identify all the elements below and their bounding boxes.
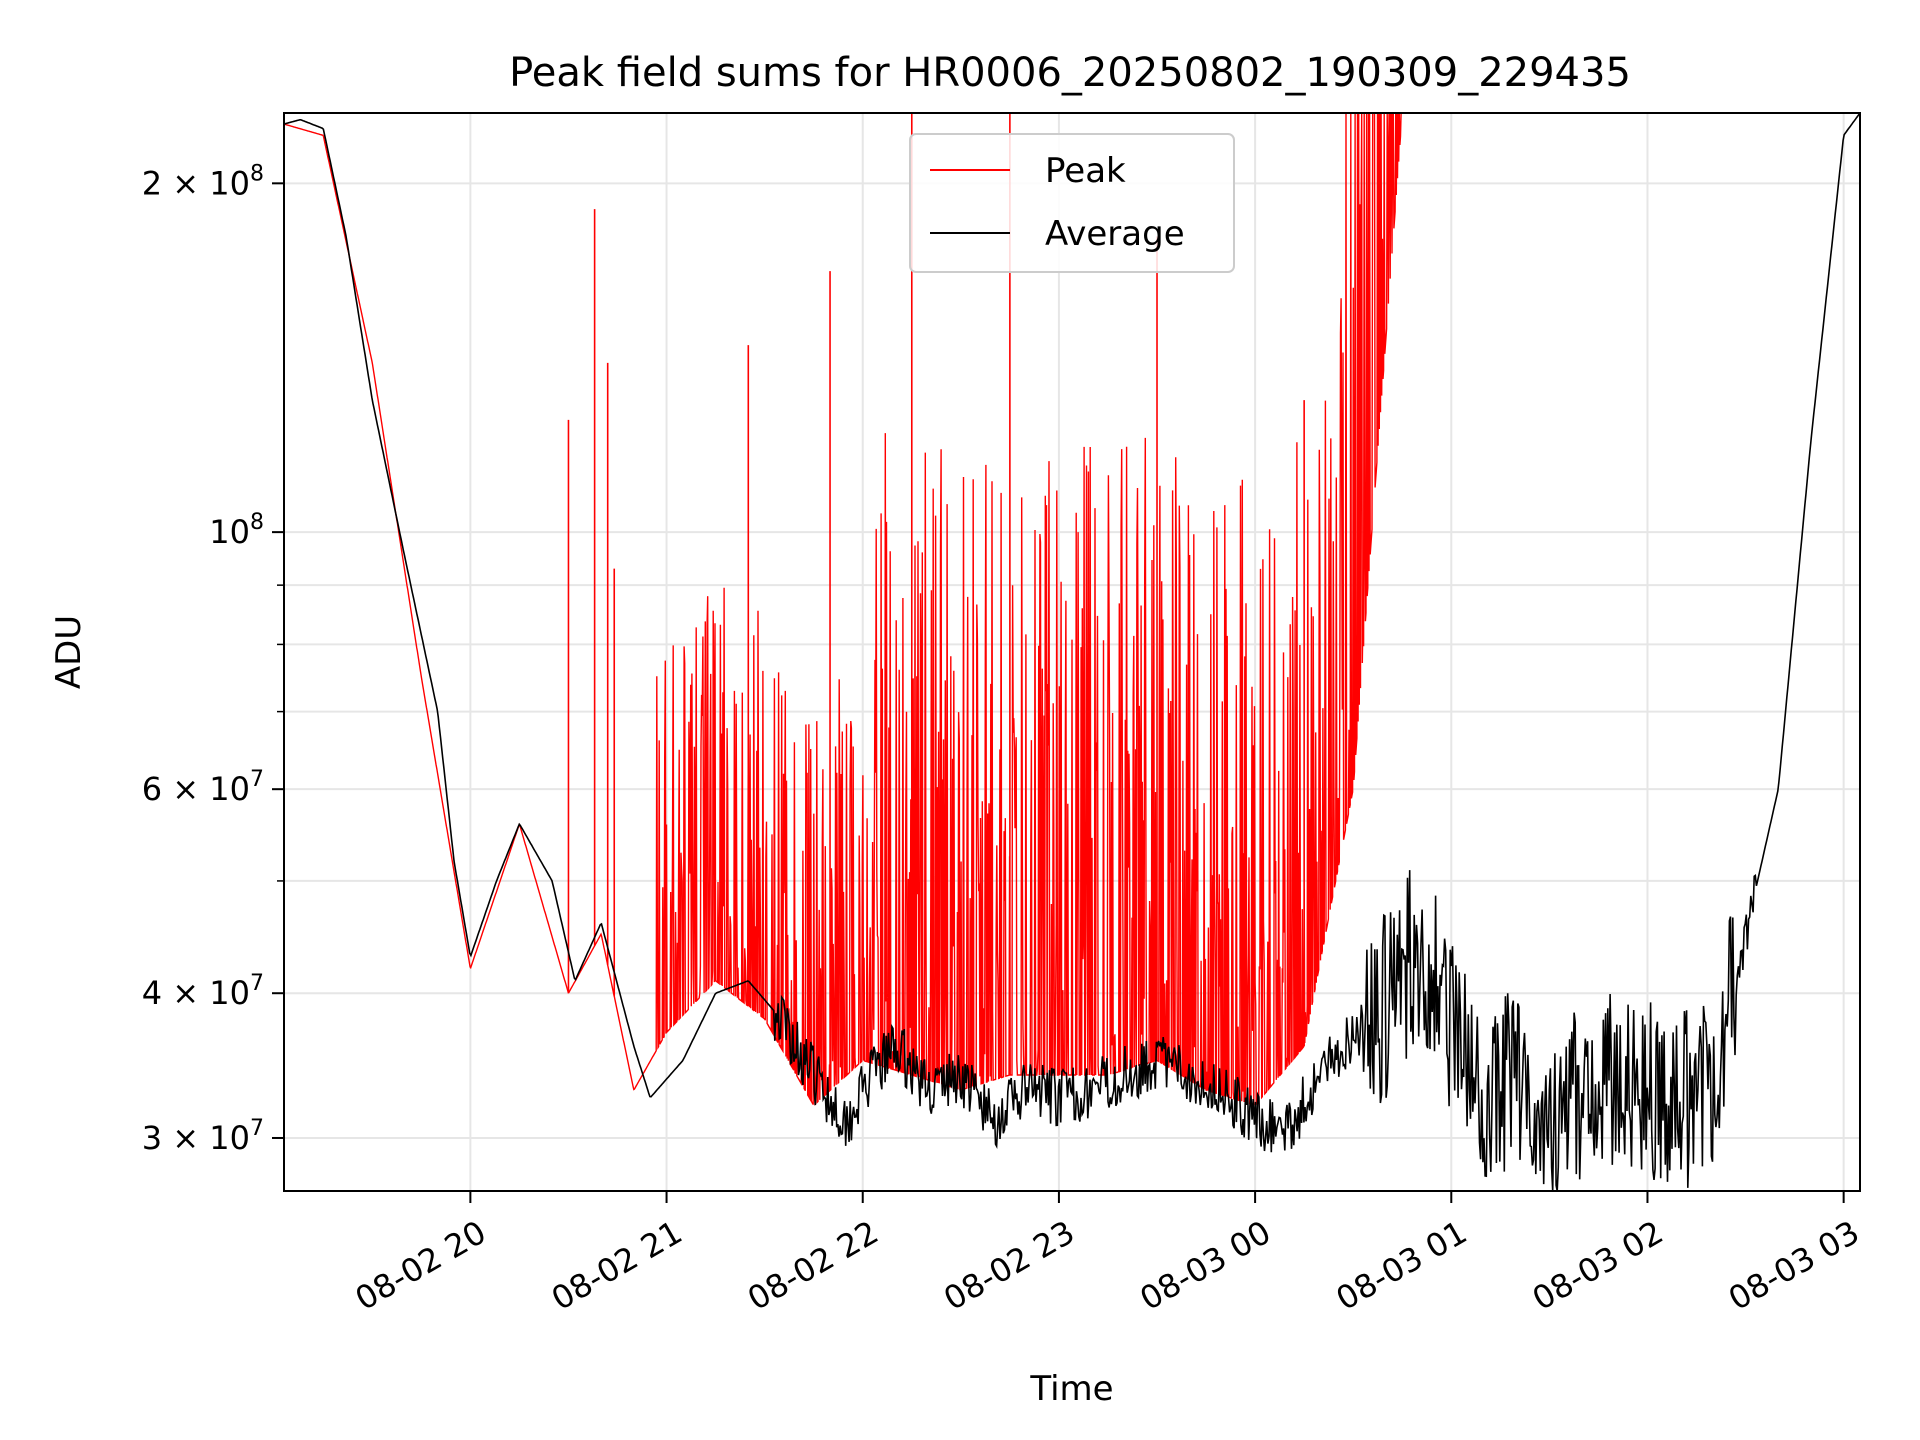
x-tick-label: 08-03 03 (1722, 1213, 1866, 1318)
x-axis: 08-02 20 08-02 21 08-02 22 08-02 23 08-03 00… (349, 1191, 1866, 1318)
y-axis-label: ADU (49, 615, 89, 689)
y-tick-label: 108 (209, 510, 264, 551)
x-axis-label: Time (1029, 1369, 1113, 1409)
y-tick-label: 4 × 107 (142, 971, 264, 1012)
legend-average-label: Average (1045, 214, 1185, 254)
x-tick-label: 08-02 23 (937, 1213, 1081, 1318)
legend: Peak Average (909, 133, 1235, 273)
y-tick-label: 6 × 107 (142, 767, 264, 808)
plot-area (283, 112, 1861, 1192)
y-tick-label: 3 × 107 (142, 1116, 264, 1157)
x-tick-label: 08-03 01 (1330, 1213, 1474, 1318)
y-axis: 2 × 108 108 6 × 107 4 × 107 3 × 107 (142, 161, 284, 1157)
x-tick-label: 08-02 22 (741, 1213, 885, 1318)
average-series-line (283, 112, 1861, 1192)
y-tick-label: 2 × 108 (142, 161, 264, 202)
x-tick-label: 08-03 02 (1526, 1213, 1670, 1318)
plot-frame (283, 112, 1861, 1192)
x-tick-label: 08-03 00 (1134, 1213, 1278, 1318)
x-tick-label: 08-02 21 (545, 1213, 689, 1318)
chart-title: Peak field sums for HR0006_20250802_1903… (509, 50, 1631, 96)
legend-box (909, 133, 1235, 273)
x-tick-label: 08-02 20 (349, 1213, 493, 1318)
legend-peak-label: Peak (1045, 151, 1126, 191)
